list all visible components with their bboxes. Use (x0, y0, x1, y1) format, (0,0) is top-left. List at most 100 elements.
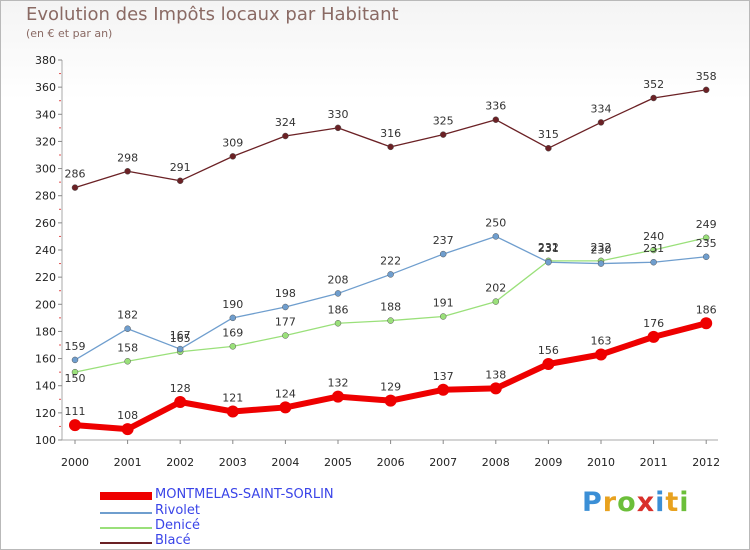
data-point-montmelas-saint-sorlin (647, 330, 660, 343)
x-tick-label: 2005 (324, 456, 352, 469)
data-point-montmelas-saint-sorlin (700, 317, 713, 330)
y-tick-label: 240 (35, 244, 56, 257)
data-point-rivolet (492, 233, 500, 240)
data-point-montmelas-saint-sorlin (279, 401, 292, 414)
data-point-rivolet (176, 345, 184, 353)
chart-subtitle: (en € et par an) (26, 27, 113, 40)
data-label-rivolet: 208 (328, 273, 349, 286)
data-label-rivolet: 190 (222, 298, 243, 311)
x-tick-label: 2002 (166, 456, 194, 469)
data-point-denic- (439, 313, 447, 320)
data-label-montmelas-saint-sorlin: 156 (538, 344, 559, 357)
legend-label-rivolet: Rivolet (155, 503, 200, 518)
data-point-blac- (545, 144, 552, 152)
data-label-montmelas-saint-sorlin: 186 (696, 303, 717, 316)
x-tick-label: 2009 (534, 456, 562, 469)
data-label-blac-: 291 (170, 161, 191, 174)
data-point-denic- (124, 358, 131, 365)
x-tick-label: 2003 (219, 456, 247, 469)
data-label-blac-: 358 (696, 70, 717, 83)
data-label-rivolet: 230 (591, 244, 612, 257)
data-point-montmelas-saint-sorlin (332, 390, 344, 403)
data-label-blac-: 298 (117, 151, 138, 164)
legend-swatch-montmelas (100, 492, 152, 500)
data-label-montmelas-saint-sorlin: 111 (65, 405, 86, 418)
data-label-blac-: 325 (433, 115, 454, 128)
legend-label-denice: Denicé (155, 518, 201, 533)
data-point-rivolet (71, 356, 79, 364)
legend-swatch-blace (100, 542, 152, 544)
data-label-rivolet: 235 (696, 237, 717, 250)
data-point-montmelas-saint-sorlin (384, 394, 397, 407)
data-label-rivolet: 250 (485, 216, 506, 229)
data-point-blac- (387, 143, 394, 151)
y-tick-label: 180 (35, 325, 56, 338)
y-tick-label: 220 (35, 271, 56, 284)
data-point-montmelas-saint-sorlin (226, 405, 239, 418)
data-point-blac- (439, 131, 447, 138)
data-label-rivolet: 231 (643, 242, 664, 255)
y-tick-label: 160 (35, 353, 56, 366)
data-point-denic- (702, 234, 710, 242)
data-label-blac-: 286 (65, 168, 86, 181)
y-tick-label: 200 (35, 298, 56, 311)
y-tick-label: 120 (35, 407, 56, 420)
proxiti-logo: Proxiti (582, 487, 690, 518)
data-label-blac-: 315 (538, 128, 559, 141)
data-label-denic-: 158 (117, 341, 138, 354)
data-point-denic- (650, 246, 657, 254)
data-point-rivolet (334, 290, 342, 297)
data-point-blac- (597, 119, 605, 126)
data-label-rivolet: 167 (170, 329, 191, 342)
y-tick-label: 340 (35, 108, 56, 121)
y-tick-label: 260 (35, 217, 56, 230)
data-label-rivolet: 222 (380, 254, 401, 267)
data-point-denic- (282, 332, 289, 339)
data-point-rivolet (282, 303, 289, 311)
x-tick-label: 2012 (692, 456, 720, 469)
data-label-denic-: 188 (380, 301, 401, 314)
legend-label-blace: Blacé (155, 533, 191, 548)
data-point-rivolet (229, 314, 237, 322)
data-label-denic-: 169 (222, 326, 243, 339)
x-tick-label: 2011 (640, 456, 668, 469)
data-point-denic- (492, 298, 500, 305)
data-label-rivolet: 182 (117, 309, 138, 322)
data-point-montmelas-saint-sorlin (437, 383, 450, 396)
data-point-montmelas-saint-sorlin (542, 358, 555, 370)
data-label-blac-: 324 (275, 116, 296, 129)
x-tick-label: 2004 (271, 456, 299, 469)
data-label-blac-: 352 (643, 78, 664, 91)
data-point-rivolet (702, 253, 710, 261)
y-tick-label: 300 (35, 163, 56, 176)
data-point-montmelas-saint-sorlin (595, 348, 607, 361)
data-point-montmelas-saint-sorlin (489, 382, 502, 395)
data-label-rivolet: 237 (433, 234, 454, 247)
data-point-rivolet (545, 258, 552, 266)
data-label-denic-: 186 (328, 303, 349, 316)
y-tick-label: 100 (35, 434, 56, 447)
data-point-denic- (71, 368, 79, 376)
y-tick-label: 140 (35, 380, 56, 393)
data-label-denic-: 202 (485, 282, 506, 295)
data-label-blac-: 309 (222, 136, 243, 149)
chart-title: Evolution des Impôts locaux par Habitant (26, 4, 399, 25)
data-point-rivolet (439, 250, 447, 258)
data-label-denic-: 240 (643, 230, 664, 243)
x-tick-label: 2001 (114, 456, 142, 469)
data-label-montmelas-saint-sorlin: 121 (222, 392, 243, 405)
data-label-montmelas-saint-sorlin: 163 (591, 335, 612, 348)
data-label-montmelas-saint-sorlin: 138 (485, 368, 506, 381)
data-point-blac- (702, 86, 710, 94)
data-label-montmelas-saint-sorlin: 129 (380, 381, 401, 394)
data-point-denic- (334, 320, 342, 327)
legend-swatch-rivolet (100, 512, 152, 514)
data-label-blac-: 336 (485, 100, 506, 113)
data-label-denic-: 150 (65, 372, 86, 385)
data-label-denic-: 165 (170, 332, 191, 345)
data-point-blac- (492, 116, 500, 123)
x-tick-label: 2000 (61, 456, 89, 469)
data-point-montmelas-saint-sorlin (121, 423, 134, 436)
x-tick-label: 2006 (377, 456, 405, 469)
